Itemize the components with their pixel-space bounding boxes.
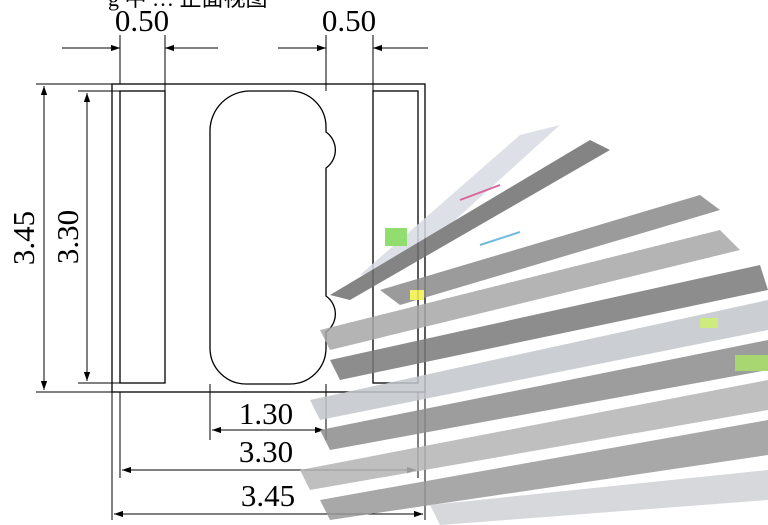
top-caption: g 中 … 正面视图 [108,0,268,11]
dim-outer-height [36,83,112,393]
dim-top-left-label: 0.50 [115,3,169,38]
render-artifact-streaks [300,125,768,525]
dim-top-right [278,35,428,91]
dim-inner-height [78,90,120,384]
dim-inner-height-label: 3.30 [50,210,85,264]
dim-inner-width-label: 3.30 [239,434,293,469]
dim-pad-width-label: 1.30 [239,396,293,431]
dim-top-left [62,35,218,91]
center-pad [209,90,336,385]
package-outline [111,83,426,393]
dim-outer-width-label: 3.45 [241,478,295,513]
left-pad [119,90,166,384]
dim-top-right-label: 0.50 [322,3,376,38]
dim-outer-height-label: 3.45 [6,211,41,265]
